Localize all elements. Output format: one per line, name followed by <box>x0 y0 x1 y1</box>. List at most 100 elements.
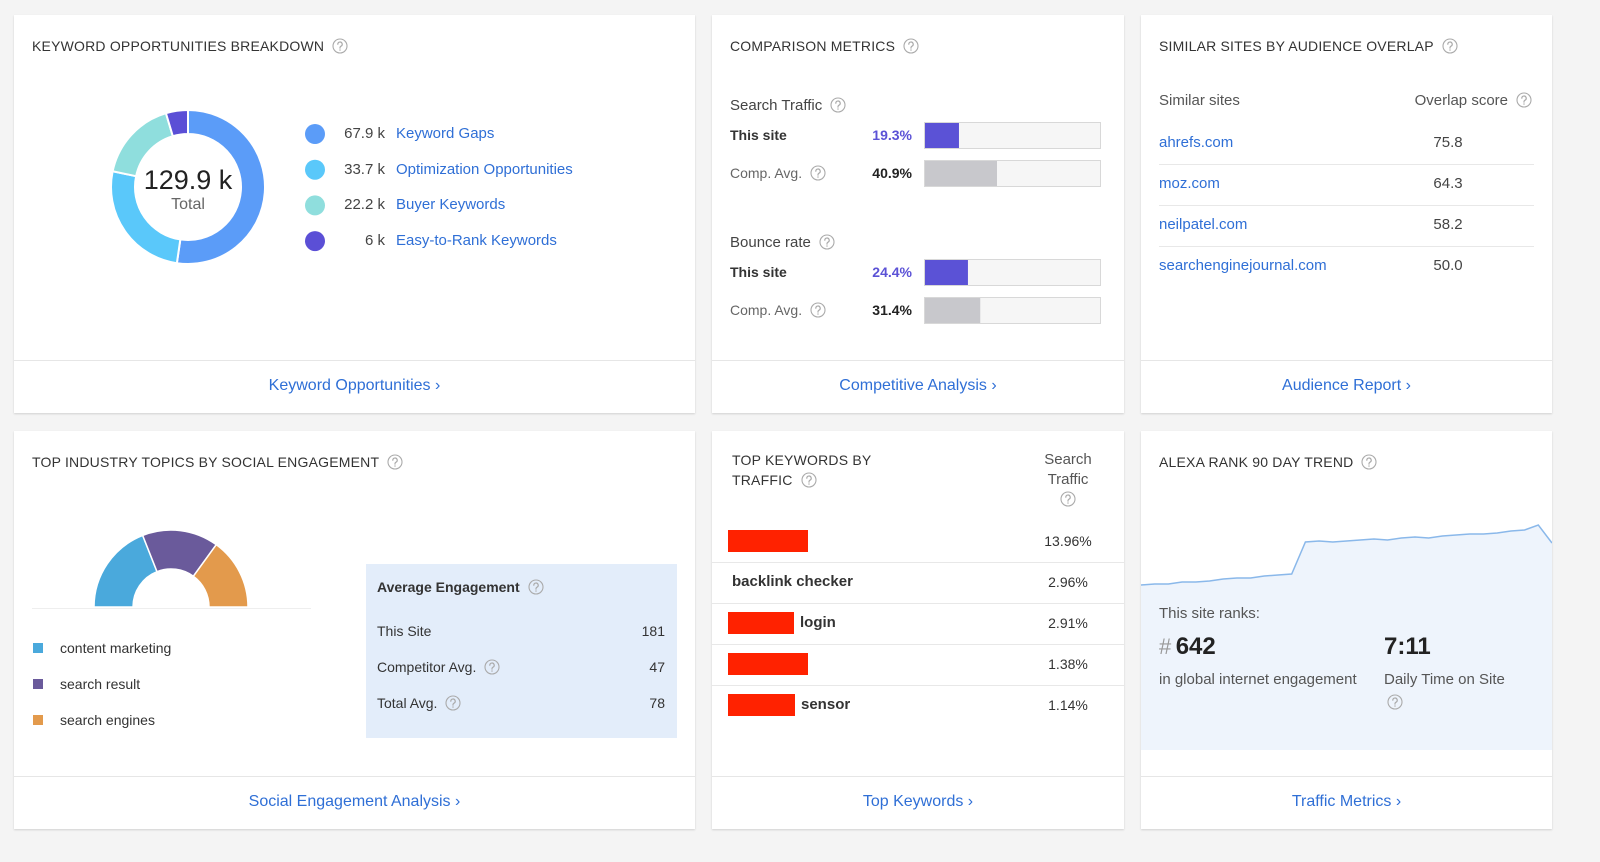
help-glyph <box>800 472 817 488</box>
column-header: Search Traffic <box>1028 450 1108 510</box>
title-text: TOP INDUSTRY TOPICS BY SOCIAL ENGAGEMENT <box>32 454 380 470</box>
keyword: sensor <box>801 696 851 713</box>
box-title-text: Average Engagement <box>377 579 520 595</box>
site-name[interactable]: searchenginejournal.com <box>1159 257 1327 274</box>
average-label-text: Competitor Avg. <box>377 659 477 675</box>
help-icon[interactable] <box>903 38 919 54</box>
help-icon[interactable] <box>830 97 846 113</box>
divider <box>712 776 1124 777</box>
graphic <box>110 108 325 265</box>
average-label-text: Total Avg. <box>377 695 438 711</box>
title-text: ALEXA RANK 90 DAY TREND <box>1159 454 1354 470</box>
divider <box>712 360 1124 361</box>
overlap-score: 64.3 <box>1433 175 1463 192</box>
legend-label: content marketing <box>60 640 172 656</box>
footer-link[interactable]: Audience Report › <box>1282 377 1411 394</box>
social-card: TOP INDUSTRY TOPICS BY SOCIAL ENGAGEMENT… <box>14 431 695 829</box>
rank-value: 642 <box>1175 633 1216 660</box>
redaction <box>728 530 808 552</box>
similar-sites-card: SIMILAR SITES BY AUDIENCE OVERLAP Simila… <box>1141 15 1552 413</box>
column-header: Similar sites <box>1159 92 1240 109</box>
help-icon[interactable] <box>800 472 817 488</box>
header-text: Overlap score <box>1414 92 1508 109</box>
divider <box>14 776 695 777</box>
bar <box>925 298 981 323</box>
help-icon[interactable] <box>445 695 462 711</box>
help-icon[interactable] <box>484 659 500 675</box>
half-donut-segment <box>192 543 249 608</box>
card-title: TOP INDUSTRY TOPICS BY SOCIAL ENGAGEMENT <box>32 453 403 471</box>
graphic <box>1141 524 1552 750</box>
title-text: COMPARISON METRICS <box>730 38 896 54</box>
bar <box>925 260 968 285</box>
help-icon[interactable] <box>819 234 835 250</box>
card-title: ALEXA RANK 90 DAY TREND <box>1159 453 1378 471</box>
legend-label[interactable]: Keyword Gaps <box>396 125 495 142</box>
keyword: backlink checker <box>732 573 853 590</box>
legend-label[interactable]: Easy-to-Rank Keywords <box>396 232 557 250</box>
card-title: KEYWORD OPPORTUNITIES BREAKDOWN <box>32 37 348 55</box>
traffic: 1.38% <box>1048 656 1088 672</box>
help-icon[interactable] <box>1361 454 1378 470</box>
help-icon[interactable] <box>810 302 826 318</box>
redaction <box>728 653 808 675</box>
help-glyph <box>445 695 462 711</box>
metric-name: Search Traffic <box>730 97 846 115</box>
help-glyph <box>1361 454 1378 470</box>
help-icon[interactable] <box>528 579 544 595</box>
donut-segment <box>175 108 266 265</box>
time-value: 7:11 <box>1384 633 1431 660</box>
overlap-score: 50.0 <box>1433 257 1463 274</box>
keywords-card: TOP KEYWORDS BY TRAFFIC Search Traffic T… <box>712 431 1124 829</box>
help-glyph <box>332 38 348 54</box>
legend-swatch <box>33 643 43 653</box>
row-value: 31.4% <box>872 302 912 318</box>
help-glyph <box>903 38 919 54</box>
footer-link[interactable]: Traffic Metrics › <box>1291 793 1402 810</box>
site-name[interactable]: neilpatel.com <box>1159 216 1248 233</box>
metric-name: Bounce rate <box>730 234 835 252</box>
legend-dot <box>305 195 325 216</box>
help-icon[interactable] <box>810 165 826 181</box>
traffic: 13.96% <box>1044 533 1092 549</box>
row-value: 24.4% <box>872 264 912 280</box>
bar <box>925 161 997 186</box>
row-label: Comp. Avg. <box>730 301 826 319</box>
help-icon[interactable] <box>1516 92 1532 108</box>
legend-value: 67.9 k <box>344 125 385 142</box>
footer-link[interactable]: Competitive Analysis › <box>839 377 997 394</box>
site-name[interactable]: moz.com <box>1159 175 1220 192</box>
legend-dot <box>305 124 325 144</box>
help-icon[interactable] <box>387 454 403 470</box>
footer-link[interactable]: Keyword Opportunities › <box>268 377 441 394</box>
row-label-text: This site <box>730 127 787 143</box>
help-icon[interactable] <box>1442 38 1458 54</box>
average-value: 47 <box>649 659 665 675</box>
legend-value: 6 k <box>364 232 385 250</box>
footer-link[interactable]: Social Engagement Analysis › <box>248 793 461 810</box>
row-value: 40.9% <box>872 165 912 181</box>
bar <box>925 123 959 148</box>
trend-line <box>1141 524 1552 586</box>
time-label: Daily Time on Site <box>1384 671 1505 688</box>
help-icon[interactable] <box>332 38 348 54</box>
average-label: This Site <box>377 622 431 640</box>
help-glyph <box>1516 92 1532 108</box>
average-value: 78 <box>649 695 665 711</box>
average-label: Competitor Avg. <box>377 658 500 676</box>
site-name[interactable]: ahrefs.com <box>1159 134 1234 151</box>
legend-label[interactable]: Buyer Keywords <box>396 196 506 214</box>
row-label: This site <box>730 126 787 144</box>
metric-name-text: Search Traffic <box>730 97 823 114</box>
help-icon[interactable] <box>1060 491 1076 507</box>
help-glyph <box>528 579 544 595</box>
average-label-text: This Site <box>377 623 432 639</box>
help-icon[interactable] <box>1387 694 1403 710</box>
traffic: 2.96% <box>1048 574 1088 590</box>
trend-area <box>1141 525 1552 750</box>
footer-link[interactable]: Top Keywords › <box>862 793 974 810</box>
average-value: 181 <box>641 623 665 639</box>
legend-label[interactable]: Optimization Opportunities <box>396 160 573 178</box>
average-box: Average Engagement This Site 181 Competito… <box>366 564 677 738</box>
